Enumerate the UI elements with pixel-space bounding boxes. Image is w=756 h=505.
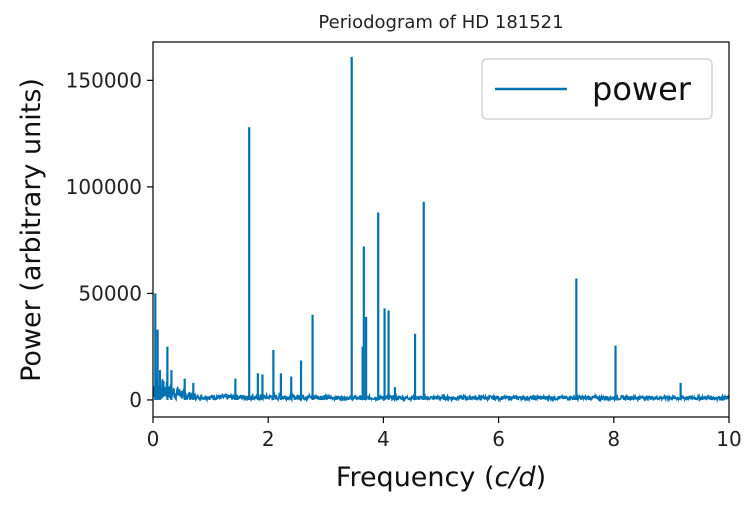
plot-frame (152, 41, 730, 418)
chart-title: Periodogram of HD 181521 (318, 12, 563, 33)
x-tick-label-4: 8 (607, 427, 620, 451)
x-tick-label-5: 10 (716, 427, 741, 451)
y-tick-label-1: 50000 (78, 281, 142, 305)
y-tick-label-0: 0 (129, 388, 142, 412)
legend-box (481, 58, 713, 120)
series-line-noise (153, 378, 729, 403)
legend-label-power: power (592, 70, 692, 108)
y-axis-label: Power (arbitrary units) (16, 78, 47, 382)
series-group (153, 56, 729, 403)
x-tick-label-3: 6 (492, 427, 505, 451)
x-tick-label-0: 0 (147, 427, 160, 451)
x-tick-label-1: 2 (262, 427, 275, 451)
y-tick-label-3: 150000 (66, 68, 142, 92)
legend: power (481, 58, 713, 120)
x-axis-label: Frequency (c/d) (336, 462, 546, 493)
x-tick-label-2: 4 (377, 427, 390, 451)
y-tick-label-2: 100000 (66, 175, 142, 199)
x-axis: 0 2 4 6 8 10 (147, 417, 742, 451)
y-axis: 0 50000 100000 150000 (66, 68, 153, 412)
